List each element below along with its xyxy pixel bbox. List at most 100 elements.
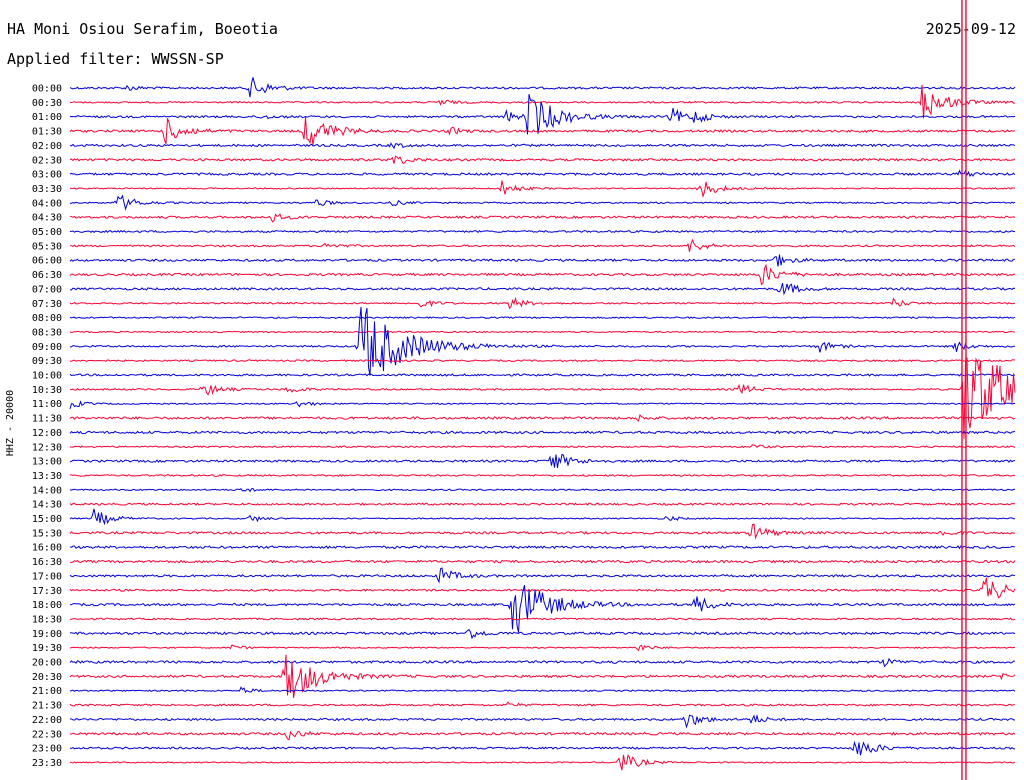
row-time-label: 00:00	[32, 84, 62, 95]
trace-row-0530	[69, 238, 1016, 252]
trace-row-0030	[70, 84, 1016, 119]
trace-row-0130	[69, 117, 1016, 146]
row-time-label: 03:00	[32, 170, 62, 181]
row-time-label: 16:30	[32, 557, 62, 568]
row-time-label: 03:30	[32, 184, 62, 195]
row-time-label: 22:30	[32, 729, 62, 740]
row-time-label: 06:00	[32, 256, 62, 267]
trace-row-1030	[70, 357, 1016, 439]
row-time-label: 11:30	[32, 414, 62, 425]
row-time-label: 08:00	[32, 313, 62, 324]
row-time-label: 13:00	[32, 457, 62, 468]
row-time-label: 07:00	[32, 284, 62, 295]
row-time-label: 04:00	[32, 198, 62, 209]
row-time-label: 09:00	[32, 342, 62, 353]
row-time-label: 19:00	[32, 629, 62, 640]
trace-row-1700	[69, 567, 1016, 584]
trace-row-2200	[69, 713, 1016, 729]
current-time-marker	[961, 0, 967, 780]
trace-row-1900	[69, 628, 1016, 640]
row-time-label: 18:30	[32, 614, 62, 625]
row-time-label: 20:30	[32, 672, 62, 683]
trace-row-0200	[69, 142, 1016, 150]
row-time-label: 21:00	[32, 686, 62, 697]
trace-row-1600	[69, 545, 1016, 550]
row-time-label: 15:00	[32, 514, 62, 525]
trace-row-0300	[69, 169, 1016, 178]
row-time-label: 01:30	[32, 127, 62, 138]
trace-row-0900	[69, 306, 1016, 376]
trace-row-0430	[69, 213, 1016, 223]
trace-row-2130	[69, 701, 1015, 707]
trace-row-1230	[70, 444, 1016, 449]
trace-row-2330	[69, 754, 1016, 771]
trace-row-0930	[70, 359, 1015, 363]
trace-row-2300	[69, 740, 1016, 756]
row-time-label: 07:30	[32, 299, 62, 310]
row-time-label: 14:00	[32, 485, 62, 496]
row-time-label: 09:30	[32, 356, 62, 367]
row-time-label: 04:30	[32, 213, 62, 224]
trace-rows: 00:00 00:30 01:00 01:30 02:00 02:30 03:00 03:30…	[32, 77, 1016, 771]
date-label: 2025-09-12	[925, 20, 1016, 38]
trace-row-0230	[69, 155, 1016, 164]
trace-row-0330	[69, 180, 1015, 198]
trace-row-0730	[69, 296, 1016, 310]
trace-row-0830	[69, 330, 1016, 334]
row-time-label: 21:30	[32, 701, 62, 712]
row-time-label: 20:00	[32, 658, 62, 669]
trace-row-1930	[69, 644, 1016, 652]
trace-row-1730	[69, 577, 1016, 599]
row-time-label: 12:00	[32, 428, 62, 439]
row-time-label: 05:00	[32, 227, 62, 238]
trace-row-1430	[69, 502, 1016, 506]
trace-row-0500	[69, 229, 1016, 234]
trace-row-0800	[69, 316, 1016, 319]
trace-row-1630	[69, 559, 1016, 564]
row-time-label: 13:30	[32, 471, 62, 482]
trace-row-0700	[69, 282, 1016, 296]
row-time-label: 17:30	[32, 586, 62, 597]
row-time-label: 10:30	[32, 385, 62, 396]
trace-row-0600	[69, 254, 1016, 267]
row-time-label: 11:00	[32, 399, 62, 410]
trace-row-1830	[69, 617, 1016, 621]
row-time-label: 15:30	[32, 528, 62, 539]
filter-label: Applied filter: WWSSN-SP	[7, 50, 224, 68]
trace-row-2230	[69, 730, 1016, 741]
row-time-label: 06:30	[32, 270, 62, 281]
row-time-label: 05:30	[32, 241, 62, 252]
trace-row-1000	[69, 373, 1016, 377]
row-time-label: 14:30	[32, 500, 62, 511]
trace-row-1300	[69, 453, 1016, 468]
trace-row-1200	[69, 430, 1016, 435]
trace-row-1500	[69, 508, 1015, 526]
row-time-label: 00:30	[32, 98, 62, 109]
trace-row-0630	[69, 263, 1016, 286]
row-time-label: 23:30	[32, 758, 62, 769]
row-time-label: 01:00	[32, 112, 62, 123]
row-time-label: 12:30	[32, 442, 62, 453]
row-time-label: 08:30	[32, 327, 62, 338]
row-time-label: 19:30	[32, 643, 62, 654]
row-time-label: 18:00	[32, 600, 62, 611]
trace-row-2030	[69, 654, 1016, 698]
row-time-label: 02:00	[32, 141, 62, 152]
trace-row-0100	[69, 94, 1016, 135]
y-axis-label: HHZ - 20000	[5, 390, 16, 456]
trace-row-0000	[69, 77, 1016, 98]
trace-row-2000	[69, 657, 1015, 668]
trace-row-2100	[69, 686, 1016, 694]
trace-row-1800	[69, 585, 1016, 633]
row-time-label: 23:00	[32, 744, 62, 755]
row-time-label: 02:30	[32, 155, 62, 166]
trace-row-0400	[70, 194, 1016, 211]
trace-row-1100	[69, 400, 1015, 410]
row-time-label: 17:00	[32, 571, 62, 582]
trace-row-1330	[69, 473, 1016, 477]
row-time-label: 10:00	[32, 371, 62, 382]
trace-row-1130	[69, 413, 1016, 422]
trace-row-1400	[69, 487, 1016, 493]
trace-row-1530	[69, 523, 1016, 540]
